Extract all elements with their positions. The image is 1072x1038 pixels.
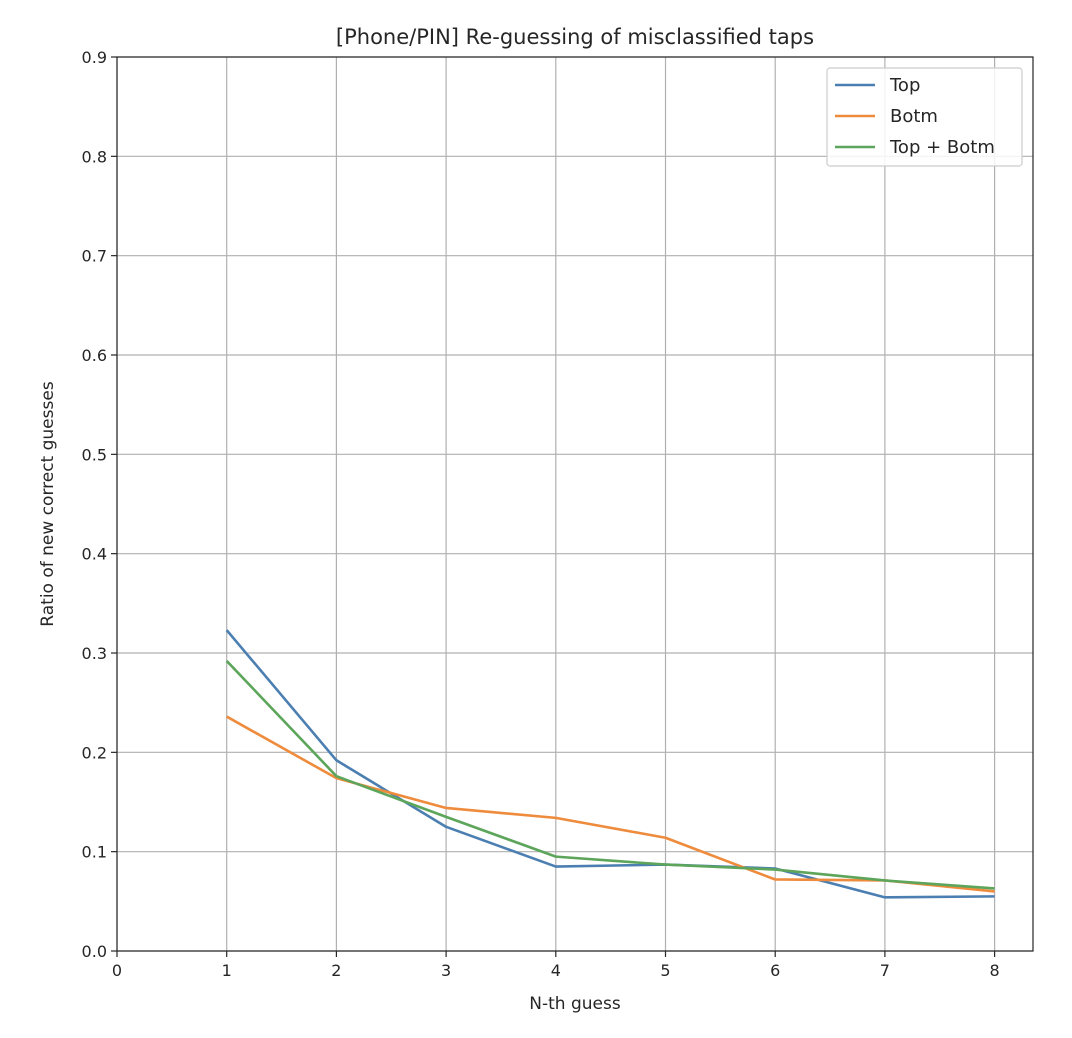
x-axis-label: N-th guess (529, 994, 621, 1014)
x-tick-label: 3 (441, 961, 451, 980)
y-axis-label: Ratio of new correct guesses (38, 381, 58, 627)
y-tick-label: 0.7 (82, 247, 107, 266)
y-tick-label: 0.0 (82, 942, 107, 961)
series-line-top (225, 629, 995, 899)
x-tick-label: 8 (990, 961, 1000, 980)
y-tick-label: 0.3 (82, 644, 107, 663)
plot-area-frame (116, 56, 1034, 952)
x-tick-label: 2 (331, 961, 341, 980)
legend-box (826, 67, 1023, 167)
y-tick-label: 0.4 (82, 545, 107, 564)
axis-labels: [Phone/PIN] Re-guessing of misclassified… (38, 25, 814, 1014)
x-tick-label: 6 (770, 961, 780, 980)
y-tick-label: 0.2 (82, 743, 107, 762)
chart-title: [Phone/PIN] Re-guessing of misclassified… (336, 25, 814, 49)
x-tick-label: 5 (660, 961, 670, 980)
y-tick-label: 0.5 (82, 445, 107, 464)
x-tick-label: 7 (880, 961, 890, 980)
legend: Top Botm Top + Botm (826, 67, 1023, 167)
y-tick-label: 0.6 (82, 346, 107, 365)
x-tick-label: 0 (112, 961, 122, 980)
x-tick-label: 1 (222, 961, 232, 980)
x-tick-label: 4 (551, 961, 561, 980)
legend-entry: Botm (890, 106, 938, 127)
y-tick-label: 0.9 (82, 48, 107, 67)
legend-entry: Top (889, 75, 920, 96)
y-tick-label: 0.1 (82, 843, 107, 862)
y-tick-label: 0.8 (82, 147, 107, 166)
series-lines (225, 629, 995, 899)
axis-ticks: 0 1 2 3 4 5 6 7 8 0.0 0.1 0.2 0.3 0.4 0.5 0.6 0.7 0.8 0.9 (82, 48, 1000, 980)
series-line-top-botm (225, 660, 995, 890)
legend-entry: Top + Botm (889, 137, 995, 158)
